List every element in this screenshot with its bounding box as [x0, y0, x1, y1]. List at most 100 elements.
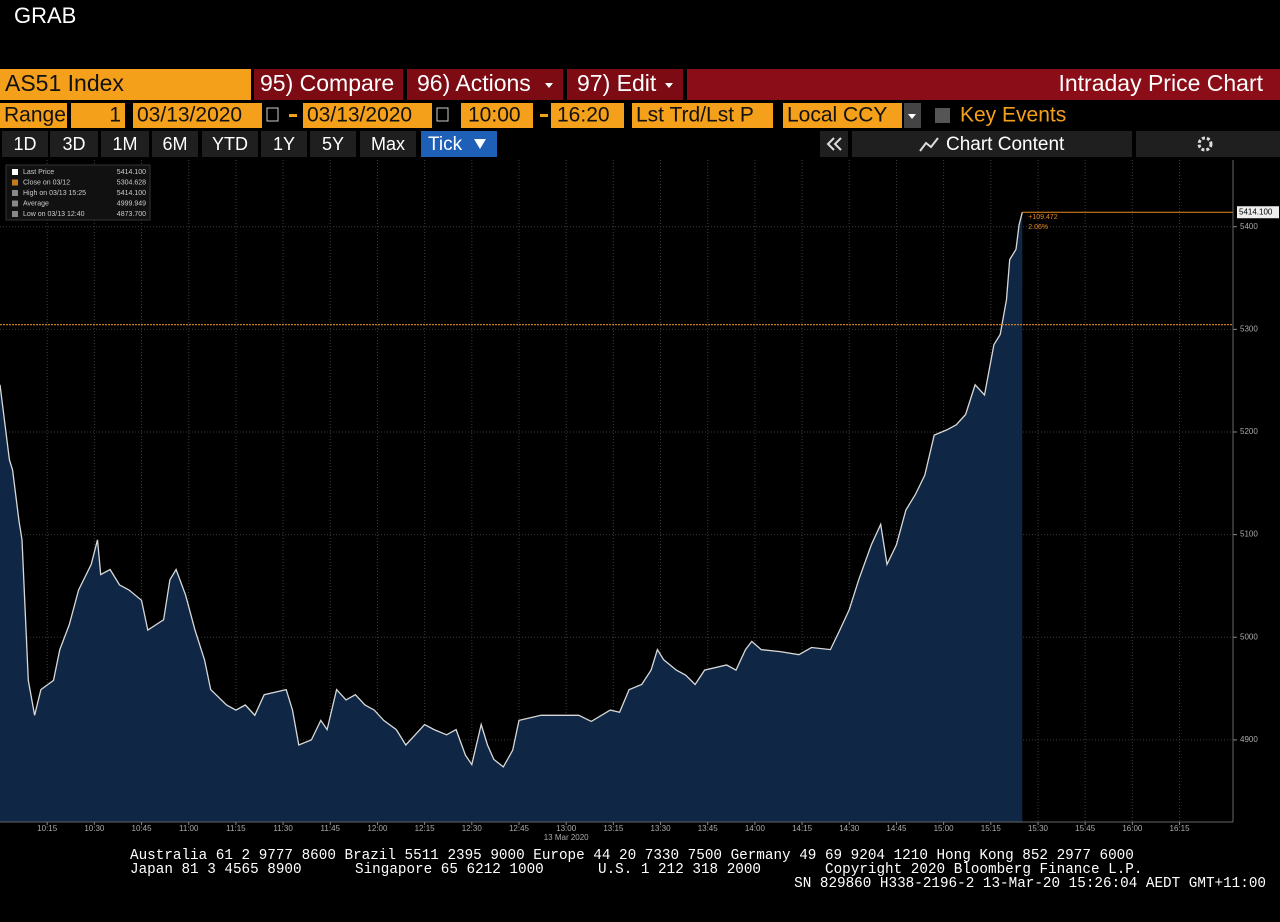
y-tick-label: 5000 — [1240, 632, 1258, 641]
time-field[interactable] — [551, 103, 624, 128]
checkbox[interactable] — [935, 108, 950, 123]
legend-value: 5414.100 — [117, 190, 146, 197]
legend-value: 4999.949 — [117, 200, 146, 207]
footer-line: U.S. 1 212 318 2000 — [598, 862, 761, 878]
period-button[interactable] — [101, 131, 149, 157]
menu-label: 97) Edit — [577, 70, 657, 96]
period-label: Max — [371, 134, 405, 154]
menu-compare[interactable] — [254, 69, 403, 100]
x-tick-label: 12:30 — [462, 824, 483, 833]
period-button[interactable] — [261, 131, 307, 157]
chart-content: Chart Content — [946, 134, 1065, 155]
dropdown-arrow — [474, 139, 486, 149]
percent-label: 2.06% — [1028, 224, 1048, 231]
legend-swatch — [12, 190, 18, 196]
window-title: GRAB — [14, 3, 76, 28]
x-tick-label: 11:00 — [179, 824, 199, 833]
legend-swatch — [12, 169, 18, 175]
y-tick-label: 5100 — [1240, 530, 1258, 539]
period-button[interactable] — [310, 131, 356, 157]
start-time: 10:00 — [468, 104, 521, 127]
date-field[interactable] — [303, 103, 432, 128]
period-label: YTD — [212, 134, 248, 154]
x-tick-label: 15:30 — [1028, 824, 1049, 833]
dropdown-arrow — [908, 114, 916, 119]
x-tick-label: 12:15 — [415, 824, 436, 833]
x-tick-label: 16:15 — [1170, 824, 1191, 833]
legend-swatch — [12, 179, 18, 186]
key-events: Key Events — [960, 104, 1066, 127]
legend-swatch — [12, 211, 18, 217]
legend-value: 4873.700 — [117, 211, 146, 218]
field: Lst Trd/Lst P — [636, 104, 754, 127]
x-tick-label: 14:30 — [839, 824, 860, 833]
menu-label: 95) Compare — [260, 70, 394, 96]
settings-button[interactable] — [1136, 131, 1280, 157]
x-tick-label: 16:00 — [1122, 824, 1143, 833]
period-button[interactable] — [202, 131, 258, 157]
y-tick-label: 5200 — [1240, 427, 1258, 436]
period-label: 1M — [112, 134, 137, 154]
menu-label: 96) Actions — [417, 70, 531, 96]
legend-name: High on 03/13 15:25 — [23, 190, 86, 197]
x-tick-label: 15:15 — [981, 824, 1002, 833]
period-button[interactable] — [2, 131, 48, 157]
legend-name: Close on 03/12 — [23, 179, 70, 186]
x-tick-label: 10:30 — [84, 824, 105, 833]
time-field[interactable] — [461, 103, 533, 128]
collapse-icon — [826, 137, 835, 151]
x-tick-label: 15:45 — [1075, 824, 1096, 833]
period-label: 3D — [62, 134, 85, 154]
dropdown-arrow — [665, 83, 673, 88]
range-label-box — [0, 103, 67, 128]
calendar-icon[interactable] — [436, 107, 449, 122]
period: 1 — [109, 104, 121, 127]
calendar-icon[interactable] — [266, 107, 279, 122]
separator — [540, 114, 548, 117]
x-tick-label: 13:15 — [603, 824, 624, 833]
chart: +109.472 2.06% 5414.100 4900 5000 5100 5200 530… — [0, 160, 1279, 842]
x-tick-label: 11:30 — [273, 824, 293, 833]
field-select[interactable] — [632, 103, 773, 128]
dropdown-arrow — [545, 83, 553, 88]
page-title: Intraday Price Chart — [1058, 70, 1263, 96]
period-buttons: 1D 3D 1M 6M YTD 1Y 5Y Max — [2, 131, 416, 157]
period-field[interactable] — [71, 103, 125, 128]
title-bar — [687, 69, 1280, 100]
x-tick-label: 13:30 — [651, 824, 672, 833]
date-field[interactable] — [133, 103, 262, 128]
gear-icon — [1197, 136, 1213, 152]
y-tick-label: 4900 — [1240, 735, 1258, 744]
x-tick-label: 12:45 — [509, 824, 530, 833]
menu-actions[interactable] — [407, 69, 563, 100]
legend-name: Average — [23, 200, 49, 207]
legend-box — [5, 164, 151, 221]
x-tick-label: 11:45 — [321, 824, 341, 833]
end-date: 03/13/2020 — [307, 104, 412, 127]
currency-select[interactable] — [783, 103, 902, 128]
currency: Local CCY — [787, 104, 887, 127]
footer-line: SN 829860 H338-2196-2 13-Mar-20 15:26:04… — [794, 876, 1266, 892]
period-button[interactable] — [360, 131, 416, 157]
legend-name: Last Price — [23, 169, 54, 176]
selected-period-button[interactable] — [421, 131, 497, 157]
legend-value: 5414.100 — [117, 169, 146, 176]
x-tick-label: 10:45 — [132, 824, 153, 833]
menu-edit[interactable] — [567, 69, 683, 100]
range-bar: Range 1 03/13/2020 03/13/2020 10:00 16:2… — [0, 103, 1066, 128]
footer-line: Copyright 2020 Bloomberg Finance L.P. — [825, 862, 1142, 878]
period-button[interactable] — [50, 131, 98, 157]
end-time: 16:20 — [557, 104, 610, 127]
x-tick-label: 14:15 — [792, 824, 813, 833]
range-label: Range — [4, 104, 66, 127]
y-tick-label: 5400 — [1240, 222, 1258, 231]
security-field[interactable] — [0, 69, 251, 100]
footer-line: Australia 61 2 9777 8600 Brazil 5511 239… — [130, 848, 1134, 864]
security: AS51 Index — [5, 70, 124, 96]
x-tick-label: 13:45 — [698, 824, 719, 833]
chart-content-button[interactable] — [852, 131, 1132, 157]
period-button[interactable] — [152, 131, 198, 157]
date-label: 13 Mar 2020 — [544, 833, 589, 842]
period-label: 1Y — [273, 134, 295, 154]
